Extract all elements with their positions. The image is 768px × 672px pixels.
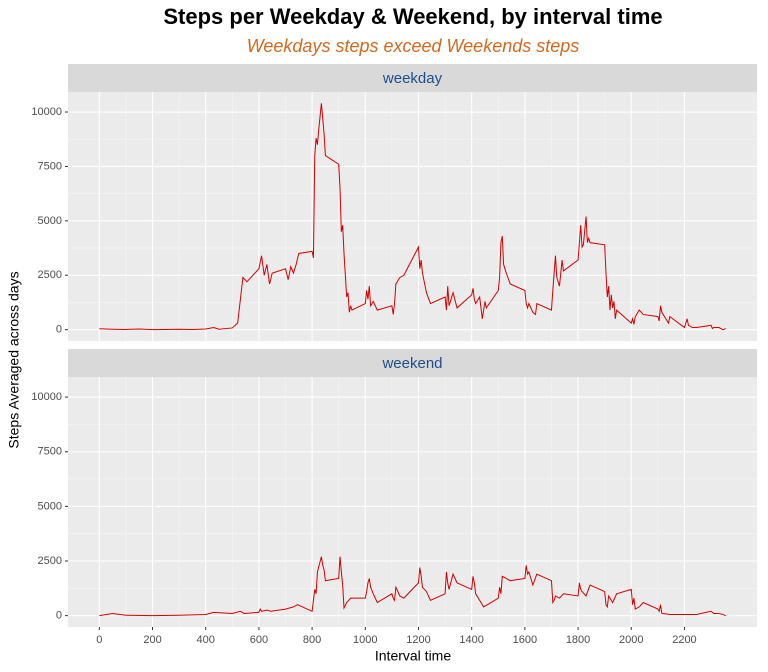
- x-tick-label: 2000: [619, 634, 643, 646]
- strip-label: weekday: [382, 70, 443, 87]
- strip-label: weekend: [381, 355, 442, 372]
- y-tick-label: 7500: [38, 446, 62, 458]
- y-axis-label: Steps Averaged across days: [6, 271, 22, 448]
- y-tick-label: 5000: [38, 500, 62, 512]
- line: [99, 556, 726, 617]
- x-tick-label: 600: [250, 634, 268, 646]
- panel: [68, 92, 757, 341]
- y-tick-label: 10000: [31, 391, 62, 403]
- y-tick-label: 2500: [38, 555, 62, 567]
- x-tick-label: 1400: [459, 634, 483, 646]
- x-tick-label: 1800: [566, 634, 590, 646]
- x-tick-label: 1200: [406, 634, 430, 646]
- chart-subtitle: Weekdays steps exceed Weekends steps: [247, 36, 580, 56]
- x-tick-label: 1600: [513, 634, 537, 646]
- x-tick-label: 0: [96, 634, 102, 646]
- line: [99, 103, 726, 331]
- x-tick-label: 800: [303, 634, 321, 646]
- panel: [68, 377, 757, 627]
- x-axis-label: Interval time: [375, 648, 451, 664]
- y-tick-label: 2500: [38, 269, 62, 281]
- y-tick-label: 7500: [38, 160, 62, 172]
- y-tick-label: 5000: [38, 215, 62, 227]
- y-tick-label: 10000: [31, 106, 62, 118]
- strip: [68, 64, 757, 92]
- y-tick-label: 0: [56, 610, 62, 622]
- chart-title: Steps per Weekday & Weekend, by interval…: [163, 4, 662, 29]
- x-tick-label: 2200: [672, 634, 696, 646]
- x-tick-label: 1000: [353, 634, 377, 646]
- x-tick-label: 400: [197, 634, 215, 646]
- x-tick-label: 200: [143, 634, 161, 646]
- strip: [68, 349, 757, 377]
- y-tick-label: 0: [56, 324, 62, 336]
